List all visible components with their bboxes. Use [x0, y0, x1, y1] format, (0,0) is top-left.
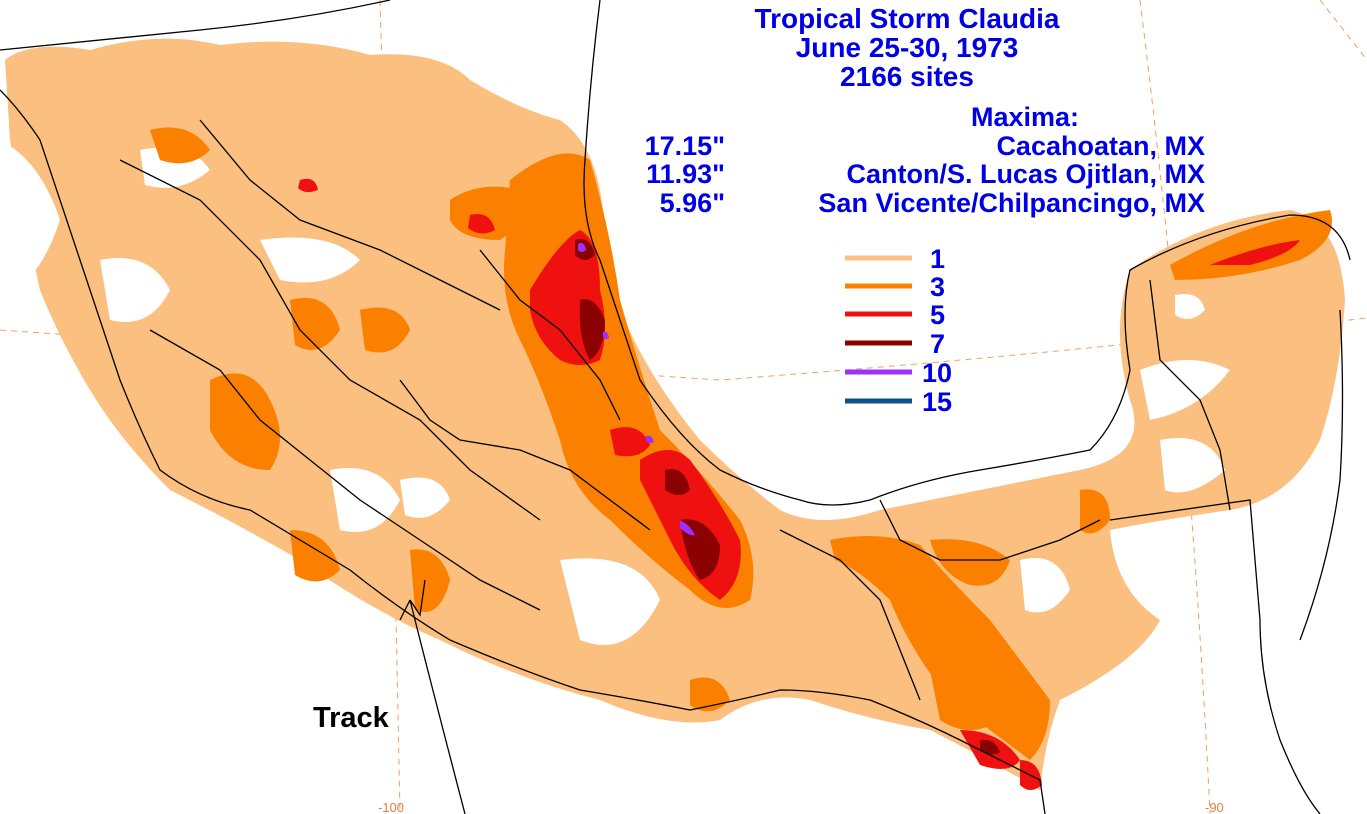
lon-label-west: -100: [378, 800, 404, 814]
legend-label-1: 1: [930, 244, 945, 274]
maxima-amount-1: 17.15": [645, 131, 725, 161]
rain-band-10in: [578, 242, 695, 536]
lon-label-east: -90: [1205, 800, 1224, 814]
legend: 1 3 5 7 10 15: [845, 244, 952, 417]
track-arrow: [399, 579, 426, 621]
state-lines-6: [779, 529, 921, 701]
coastline-gulf: [583, 0, 1351, 506]
state-lines-2: [199, 119, 501, 311]
maxima-site-3: San Vicente/Chilpancingo, MX: [818, 188, 1205, 218]
border-belize: [1299, 309, 1344, 641]
legend-label-15: 15: [922, 387, 952, 417]
state-lines-3: [149, 329, 541, 611]
border-guatemala: [1109, 499, 1321, 814]
maxima-heading: Maxima:: [971, 102, 1079, 132]
graticule-lon-line-east: [1139, 0, 1211, 814]
state-lines-5: [479, 249, 621, 421]
maxima-amount-3: 5.96": [660, 188, 725, 218]
state-lines-1: [119, 159, 541, 521]
maxima-amount-2: 11.93": [646, 159, 725, 189]
legend-label-3: 3: [930, 272, 945, 302]
state-lines-8: [1149, 279, 1231, 511]
state-lines-4: [399, 379, 651, 531]
track-label: Track: [313, 702, 390, 734]
state-lines-7: [879, 499, 1101, 561]
legend-label-5: 5: [930, 300, 945, 330]
rain-band-1in: [5, 38, 1345, 791]
rain-gaps: [0, 140, 1230, 645]
title-line-1: Tropical Storm Claudia: [755, 3, 1060, 34]
maxima-site-2: Canton/S. Lucas Ojitlan, MX: [846, 159, 1205, 189]
coastline-pacific: [0, 89, 1046, 814]
title-line-3: 2166 sites: [840, 61, 974, 92]
maxima-site-1: Cacahoatan, MX: [996, 131, 1205, 161]
legend-label-10: 10: [922, 358, 952, 388]
us-mexico-border: [0, 0, 391, 51]
track-line: [409, 599, 466, 814]
legend-label-7: 7: [930, 329, 945, 359]
graticule-lon-line-far-east: [1319, 0, 1367, 61]
title-line-2: June 25-30, 1973: [796, 32, 1019, 63]
